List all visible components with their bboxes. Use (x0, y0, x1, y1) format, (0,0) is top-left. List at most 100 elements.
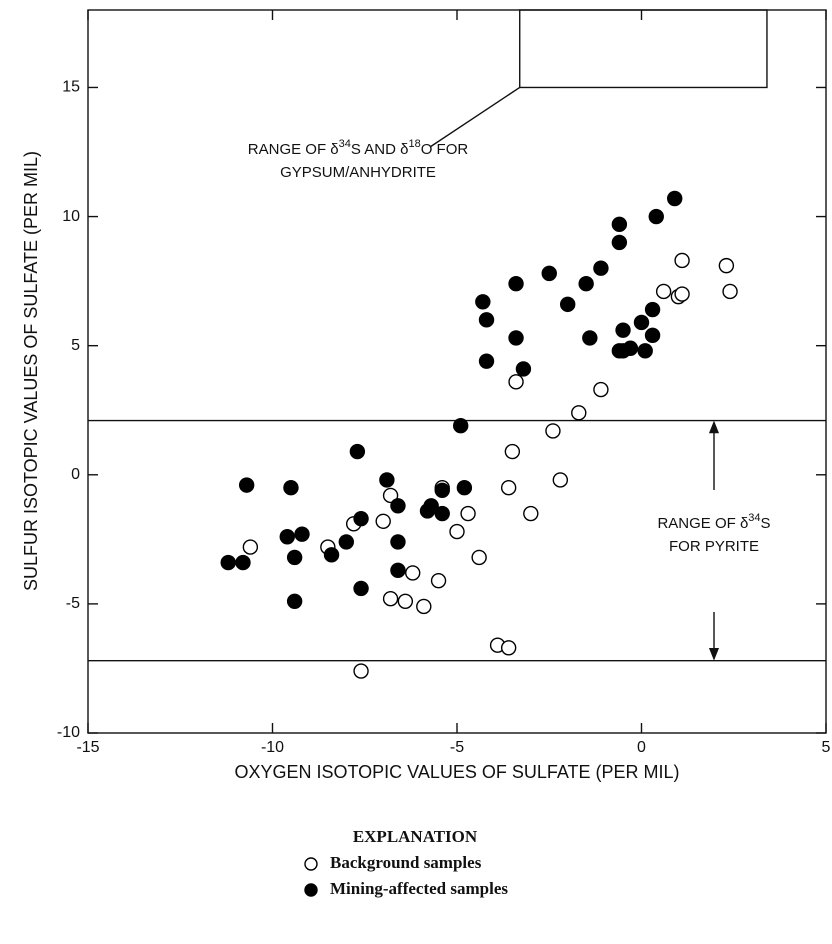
data-point (423, 498, 439, 514)
data-point (238, 477, 255, 493)
data-point (560, 296, 576, 313)
data-point (674, 252, 690, 269)
data-point (405, 565, 421, 581)
y-tick-label: 15 (62, 79, 80, 96)
annotation-part: S (761, 515, 771, 532)
data-point (644, 327, 661, 344)
data-point (379, 472, 395, 488)
data-point (375, 513, 391, 529)
data-point (475, 294, 491, 310)
data-point (545, 423, 561, 439)
data-point (456, 479, 473, 496)
y-tick-label: 5 (71, 337, 80, 354)
x-axis-label: OXYGEN ISOTOPIC VALUES OF SULFATE (PER M… (234, 762, 679, 782)
data-point (279, 529, 295, 545)
data-point (508, 374, 524, 390)
x-tick-label: 0 (637, 739, 646, 756)
data-point (615, 322, 631, 338)
data-point (286, 593, 303, 610)
legend-label: Mining-affected samples (330, 879, 508, 898)
data-point (593, 260, 609, 276)
data-point (390, 534, 406, 550)
data-point (294, 526, 310, 542)
annotation-part: 34 (748, 512, 760, 524)
gypsum-range-box (519, 9, 768, 89)
annotation-part: S AND δ (351, 141, 409, 158)
data-point (648, 208, 664, 225)
x-tick-label: -5 (450, 739, 464, 756)
data-point (242, 539, 259, 555)
annotation: GYPSUM/ANHYDRITE (280, 164, 436, 181)
data-point (349, 443, 366, 460)
data-point (582, 330, 598, 346)
data-point (397, 593, 414, 610)
y-axis-label: SULFUR ISOTOPIC VALUES OF SULFATE (PER M… (21, 151, 41, 591)
data-point (430, 572, 447, 589)
data-point (515, 361, 532, 377)
plot-frame (87, 9, 827, 734)
x-tick-label: -15 (76, 739, 99, 756)
legend-title: EXPLANATION (353, 827, 478, 846)
x-tick-label: -10 (261, 739, 284, 756)
data-point (323, 547, 340, 563)
legend-marker (304, 857, 318, 871)
data-point (622, 340, 639, 356)
annotation-part: GYPSUM/ANHYDRITE (280, 164, 436, 181)
annotation-part: RANGE OF δ (248, 141, 339, 158)
data-point (434, 505, 450, 522)
data-point (471, 549, 487, 566)
legend-marker (304, 883, 318, 897)
data-point (578, 276, 594, 292)
data-point (508, 276, 524, 292)
y-tick-label: 10 (62, 208, 80, 225)
data-point (478, 353, 495, 369)
data-point (220, 554, 236, 571)
data-point (500, 479, 517, 496)
annotation-part: 18 (408, 138, 420, 150)
data-point (633, 314, 650, 331)
data-point (541, 265, 557, 282)
data-point (655, 283, 672, 300)
leader-line (429, 86, 521, 148)
data-point (644, 301, 661, 318)
data-point (353, 663, 369, 679)
data-point (722, 283, 738, 300)
data-point (434, 482, 450, 498)
data-point (637, 343, 653, 359)
data-point (523, 505, 539, 522)
data-point (452, 418, 469, 434)
annotation-part: 34 (339, 138, 351, 150)
data-point (718, 257, 735, 274)
data-point (338, 534, 354, 550)
data-point (667, 190, 683, 207)
annotation: RANGE OF δ34S (657, 512, 770, 532)
data-point (611, 234, 628, 251)
legend-label: Background samples (330, 853, 482, 872)
y-tick-label: -10 (57, 724, 80, 741)
data-point (286, 549, 303, 566)
data-point (382, 591, 399, 607)
annotation-part: FOR PYRITE (669, 538, 759, 555)
data-point (460, 505, 476, 522)
annotation-part: RANGE OF δ (657, 515, 748, 532)
data-point (235, 554, 251, 571)
data-point (390, 498, 406, 514)
data-point (353, 580, 369, 597)
annotation-part: O FOR (421, 141, 469, 158)
data-point (416, 598, 432, 615)
data-point (611, 216, 628, 233)
data-point (500, 640, 517, 656)
data-point (593, 381, 609, 398)
data-point (552, 472, 569, 488)
data-point (508, 330, 524, 346)
data-point (504, 443, 521, 460)
data-point (478, 312, 495, 328)
data-point (449, 523, 465, 540)
data-point (382, 487, 399, 504)
data-point (283, 479, 299, 496)
data-point (390, 562, 406, 579)
data-point (353, 510, 369, 527)
y-tick-label: -5 (66, 595, 80, 612)
annotation: FOR PYRITE (669, 538, 759, 555)
